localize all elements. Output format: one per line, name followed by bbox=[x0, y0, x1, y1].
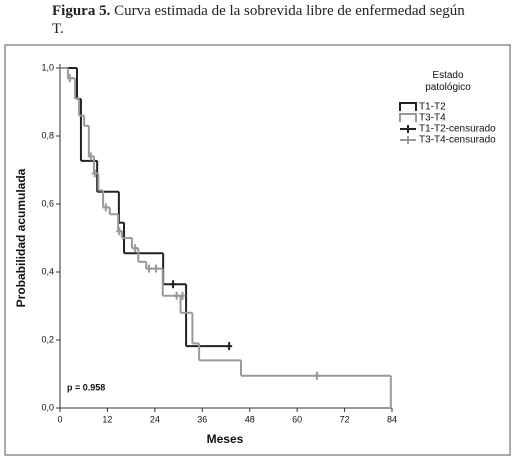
y-tick-label: 0,6 bbox=[41, 198, 54, 208]
censor-mark bbox=[179, 291, 186, 300]
censor-mark bbox=[87, 152, 94, 161]
censor-mark bbox=[226, 342, 233, 351]
x-tick-label: 48 bbox=[245, 414, 255, 424]
censor-mark bbox=[313, 371, 320, 380]
caption: Figura 5. Curva estimada de la sobrevida… bbox=[52, 2, 472, 38]
x-tick-label: 24 bbox=[150, 414, 160, 424]
censor-mark bbox=[153, 264, 160, 273]
x-tick-label: 72 bbox=[340, 414, 350, 424]
censor-mark bbox=[170, 280, 177, 289]
x-tick-label: 84 bbox=[387, 414, 397, 424]
annotation: p = 0.958 bbox=[67, 382, 105, 392]
censor-mark bbox=[102, 203, 109, 212]
legend-label: T1-T2-censurado bbox=[419, 124, 496, 135]
x-tick-label: 12 bbox=[102, 414, 112, 424]
y-tick-label: 0,0 bbox=[41, 402, 54, 412]
legend-title: Estado patológico bbox=[425, 70, 471, 93]
frame bbox=[4, 44, 511, 456]
x-tick-label: 36 bbox=[197, 414, 207, 424]
legend-label: T1-T2 bbox=[419, 102, 446, 113]
legend-icon bbox=[399, 113, 417, 122]
legend-label: T3-T4 bbox=[419, 113, 446, 124]
censor-mark bbox=[145, 264, 152, 273]
legend-label: T3-T4-censurado bbox=[419, 135, 496, 146]
y-tick-label: 0,2 bbox=[41, 334, 54, 344]
censor-mark bbox=[173, 291, 180, 300]
y-tick-label: 1,0 bbox=[41, 62, 54, 72]
y-axis-label: Probabilidad acumulada bbox=[14, 168, 28, 307]
x-tick-label: 60 bbox=[292, 414, 302, 424]
censor-mark bbox=[66, 74, 73, 83]
legend-icon bbox=[399, 102, 417, 111]
legend-icon bbox=[400, 125, 416, 133]
y-tick-label: 0,4 bbox=[41, 266, 54, 276]
y-tick-label: 0,8 bbox=[41, 130, 54, 140]
chart-title: Curva estimada de la sobrevida libre de … bbox=[52, 3, 465, 37]
censor-mark bbox=[91, 169, 98, 178]
figure-label: Figura 5. bbox=[52, 3, 111, 19]
x-axis-label: Meses bbox=[207, 432, 244, 446]
censor-mark bbox=[116, 227, 123, 236]
legend-icon bbox=[400, 136, 416, 144]
x-tick-label: 0 bbox=[57, 414, 62, 424]
censor-mark bbox=[132, 244, 139, 253]
